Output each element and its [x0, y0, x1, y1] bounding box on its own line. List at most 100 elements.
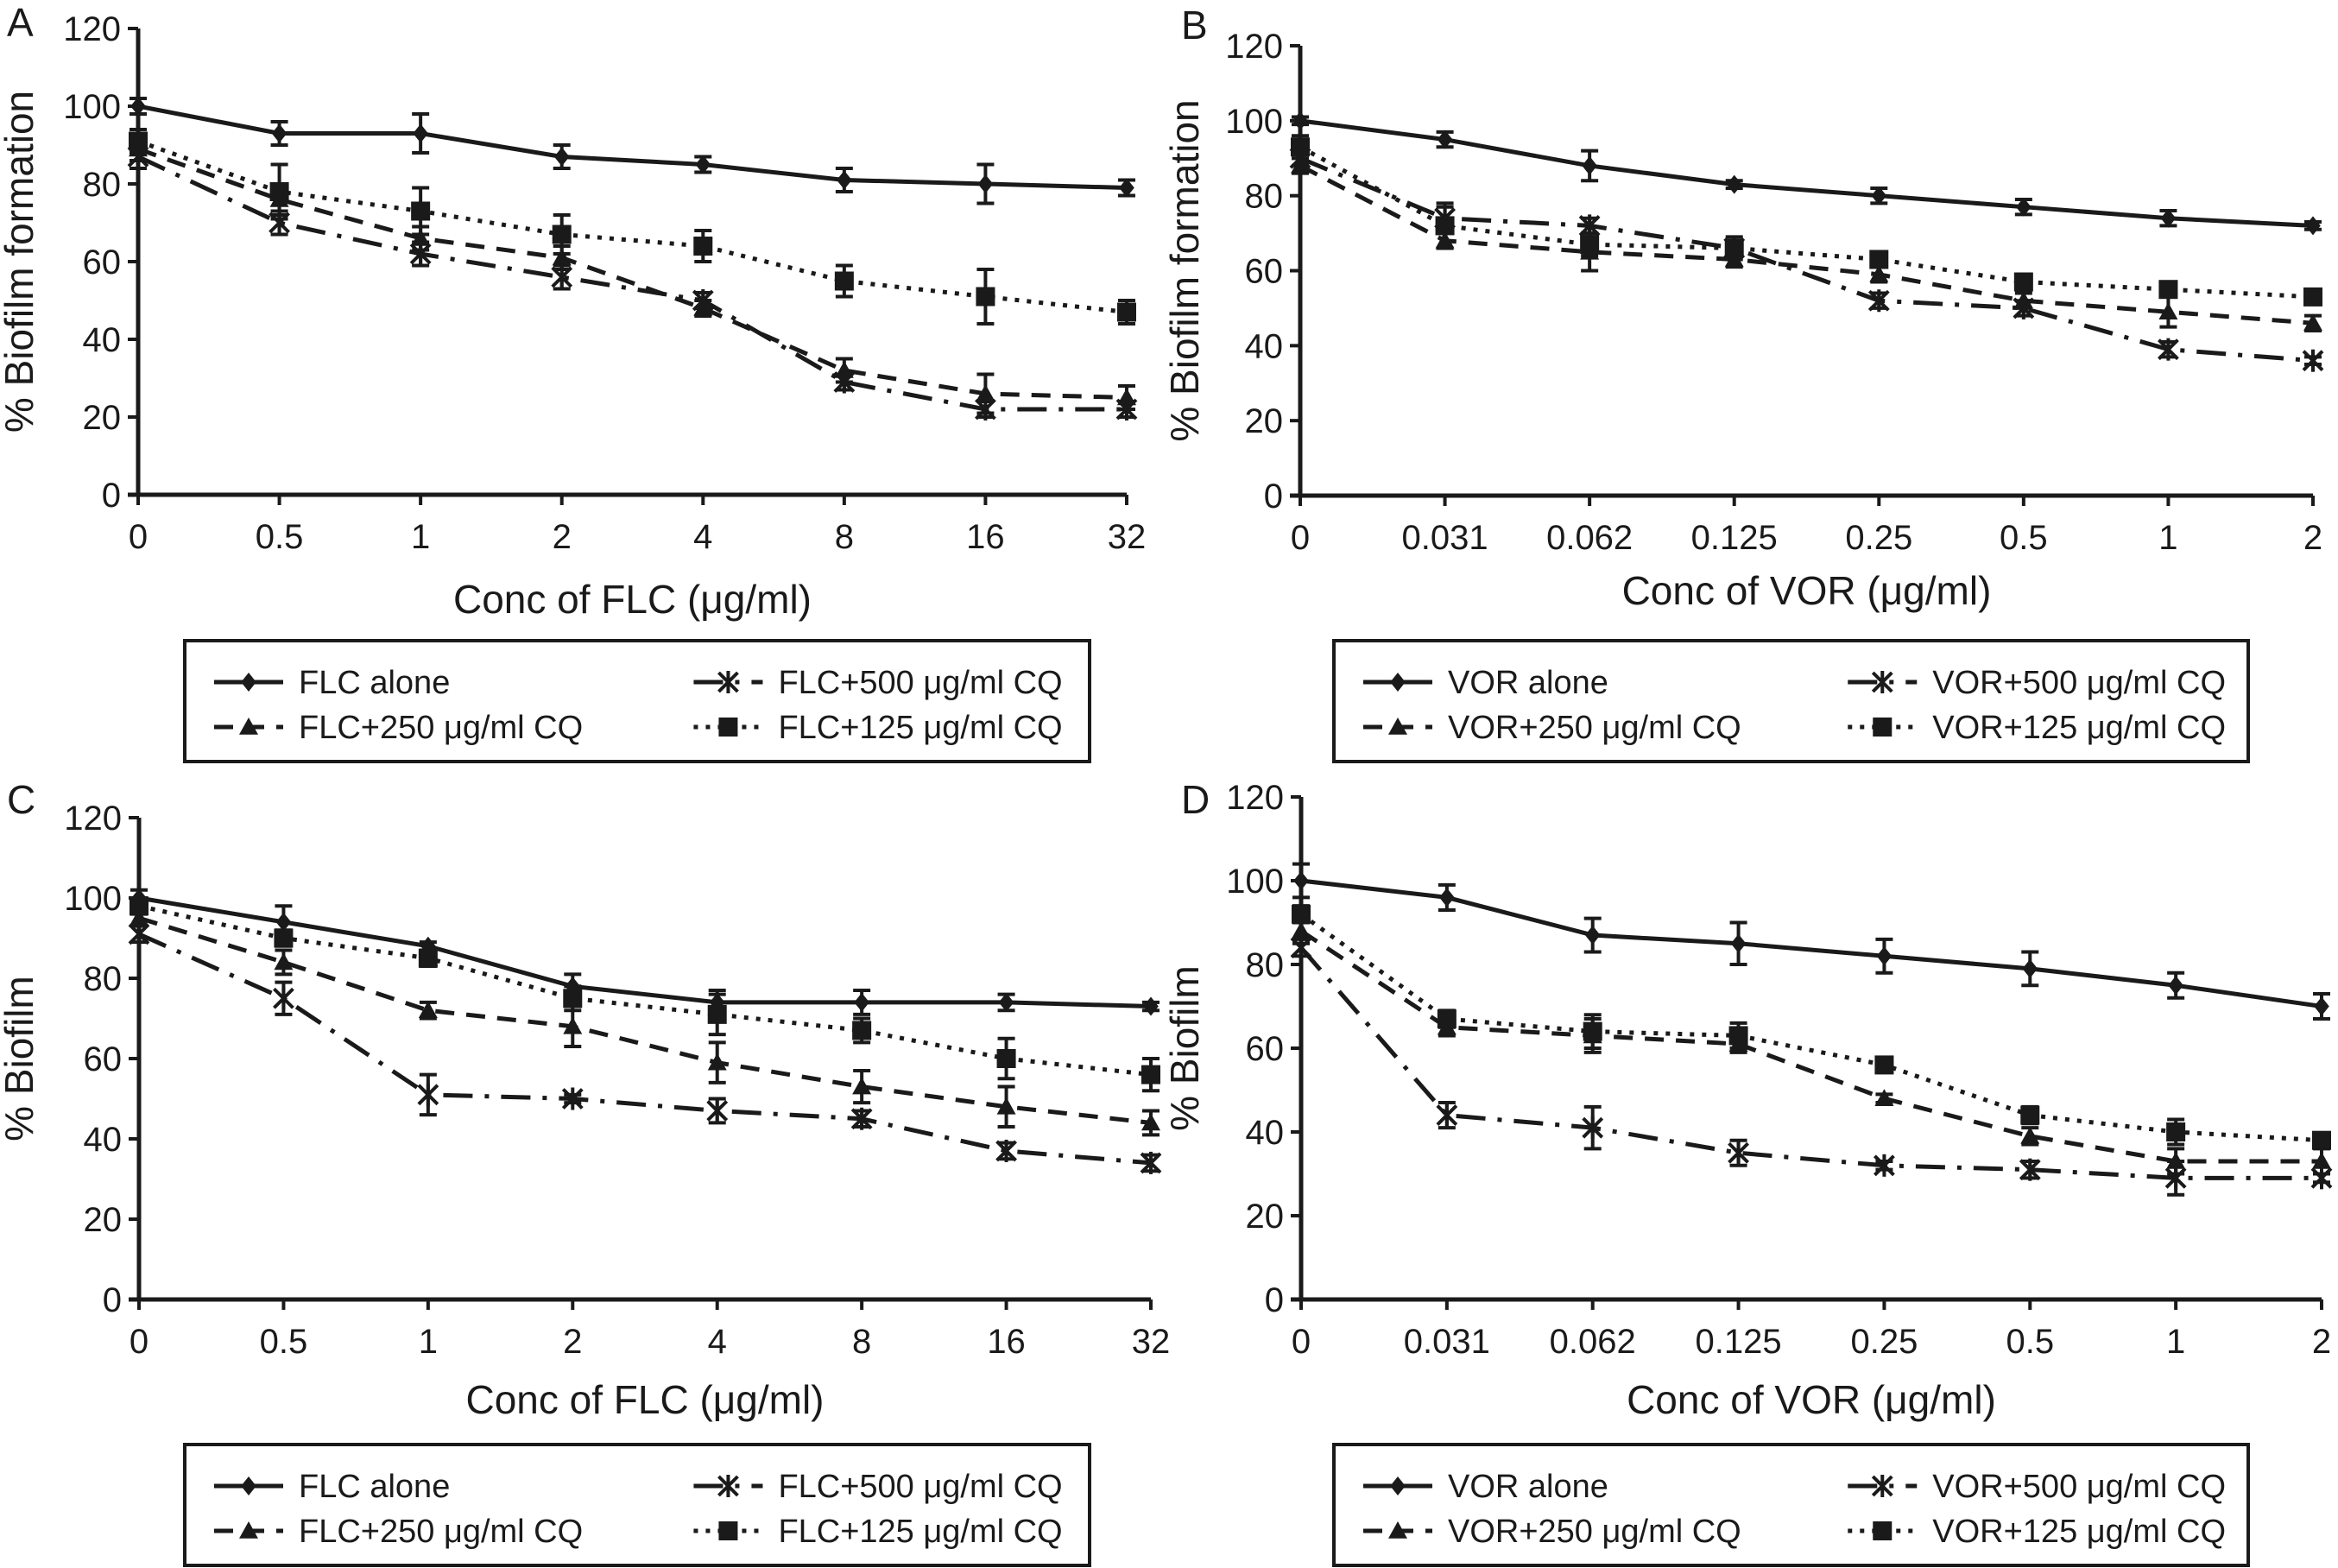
- data-point: [2158, 280, 2178, 300]
- legend-item: FLC+125 μg/ml CQ: [693, 710, 1063, 746]
- legend-marker: [718, 718, 738, 737]
- data-point: [553, 147, 570, 167]
- legend-marker: [717, 671, 739, 693]
- x-tick-label: 1: [419, 1323, 438, 1361]
- legend-item: VOR alone: [1363, 1469, 1608, 1505]
- y-tick-label: 60: [1245, 253, 1284, 291]
- series-line: [1299, 155, 2314, 364]
- data-point: [271, 123, 288, 143]
- data-point: [417, 1083, 439, 1106]
- legend-marker: [1390, 673, 1406, 692]
- y-tick-label: 20: [1246, 1198, 1285, 1236]
- data-point: [2013, 296, 2035, 319]
- y-tick-label: 40: [1246, 1114, 1285, 1152]
- data-point: [996, 1049, 1016, 1068]
- data-point: [706, 1099, 729, 1122]
- data-point: [130, 896, 148, 916]
- data-point: [692, 289, 714, 312]
- legend-item: VOR+500 μg/ml CQ: [1848, 665, 2226, 701]
- series-diamond: [1292, 862, 2330, 1021]
- legend-marker: [1388, 718, 1407, 735]
- y-axis-title: % Biofilm formation: [0, 91, 41, 433]
- legend-item: VOR+250 μg/ml CQ: [1363, 710, 1741, 746]
- legend-marker: [1873, 1521, 1893, 1540]
- legend-box: [1332, 1443, 2250, 1567]
- data-point: [2312, 1130, 2331, 1150]
- data-point: [1292, 111, 1308, 130]
- data-point: [693, 237, 713, 256]
- y-tick-label: 100: [1226, 863, 1284, 901]
- data-point: [1580, 235, 1600, 255]
- panel-letter: A: [7, 0, 34, 45]
- panel-letter: D: [1181, 777, 1210, 822]
- data-point: [2022, 958, 2038, 978]
- legend-label: FLC+500 μg/ml CQ: [778, 665, 1062, 701]
- data-point: [1871, 186, 1887, 205]
- x-tick-label: 2: [2303, 519, 2322, 557]
- y-tick-label: 60: [84, 1040, 123, 1078]
- legend-marker: [239, 718, 258, 735]
- series-asterisk: [1290, 936, 2333, 1197]
- x-tick-label: 0.5: [2000, 519, 2048, 557]
- legend-label: FLC alone: [299, 665, 450, 701]
- data-point: [1291, 137, 1310, 157]
- legend-label: VOR+125 μg/ml CQ: [1932, 1514, 2226, 1550]
- data-point: [2164, 1167, 2187, 1190]
- y-tick-label: 0: [1264, 477, 1283, 515]
- x-axis-title: Conc of FLC (μg/ml): [453, 577, 812, 622]
- legend-item: FLC+250 μg/ml CQ: [214, 710, 583, 746]
- data-point: [2303, 287, 2322, 307]
- data-point: [1726, 174, 1742, 194]
- x-tick-label: 0.25: [1850, 1323, 1918, 1361]
- x-tick-label: 0.125: [1696, 1323, 1782, 1361]
- data-point: [2158, 302, 2178, 320]
- legend-label: VOR alone: [1448, 665, 1608, 701]
- legend-item: FLC alone: [214, 665, 450, 701]
- y-tick-label: 120: [64, 800, 122, 838]
- legend-label: VOR+500 μg/ml CQ: [1932, 1469, 2226, 1505]
- series-square: [130, 896, 1160, 1093]
- data-point: [707, 1053, 727, 1071]
- legend-marker: [1871, 671, 1893, 693]
- series-line: [137, 147, 1128, 400]
- data-point: [852, 1077, 872, 1095]
- y-axis-title: % Biofilm: [0, 976, 41, 1141]
- data-point: [695, 155, 711, 174]
- series-line: [137, 139, 1128, 314]
- series-line: [1299, 945, 2322, 1180]
- data-point: [1874, 1055, 1894, 1075]
- data-point: [1290, 936, 1312, 959]
- series-line: [1299, 929, 2322, 1164]
- data-point: [976, 384, 995, 401]
- series-square: [1292, 904, 2331, 1150]
- data-point: [996, 1097, 1016, 1115]
- y-axis-title: % Biofilm formation: [1162, 99, 1207, 441]
- y-tick-label: 40: [84, 1121, 123, 1159]
- legend-label: FLC+125 μg/ml CQ: [778, 1514, 1062, 1550]
- series-line: [136, 155, 1127, 412]
- data-point: [1435, 216, 1455, 236]
- legend-box: [1332, 639, 2250, 763]
- chart-panel-d: D 0 20 40 60 80 100 120 0 0.031 0.062 0.125 0.25 0.5 1…: [1162, 777, 2333, 1567]
- legend-item: FLC+500 μg/ml CQ: [693, 1469, 1063, 1505]
- x-tick-label: 16: [966, 518, 1005, 556]
- legend-item: FLC alone: [214, 1469, 450, 1505]
- legend-label: FLC+500 μg/ml CQ: [778, 1469, 1062, 1505]
- y-tick-label: 100: [63, 88, 121, 126]
- legend-box: [183, 1443, 1091, 1567]
- data-point: [1874, 1089, 1894, 1106]
- x-tick-label: 0.031: [1404, 1323, 1490, 1361]
- y-tick-label: 0: [1265, 1281, 1284, 1319]
- x-tick-label: 1: [2158, 519, 2177, 557]
- data-point: [275, 912, 292, 932]
- data-point: [1867, 289, 1890, 313]
- data-point: [273, 987, 294, 1010]
- data-point: [2158, 338, 2179, 361]
- x-tick-label: 0.5: [2006, 1323, 2054, 1361]
- x-axis-title: Conc of VOR (μg/ml): [1622, 568, 1992, 613]
- data-point: [413, 123, 428, 143]
- x-tick-label: 0: [130, 1323, 148, 1361]
- series-line: [1299, 163, 2314, 326]
- data-point: [1728, 1141, 1749, 1165]
